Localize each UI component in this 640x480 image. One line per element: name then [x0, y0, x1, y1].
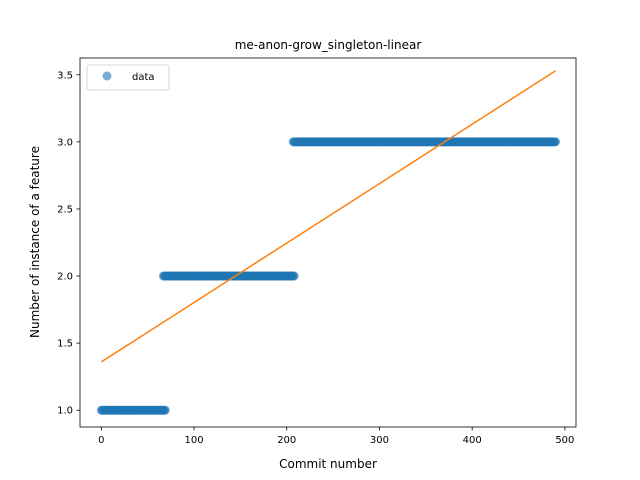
legend-label-data: data — [132, 72, 155, 83]
y-tick-label: 1.0 — [57, 406, 73, 417]
data-point — [160, 405, 170, 415]
legend-box — [86, 64, 170, 91]
legend-marker-data — [102, 71, 112, 81]
legend: data — [86, 64, 170, 91]
x-tick-label: 200 — [277, 435, 296, 446]
axes-frame — [79, 57, 577, 428]
y-tick-label: 3.5 — [57, 70, 73, 81]
y-tick-label: 3.0 — [57, 137, 73, 148]
x-tick-label: 0 — [98, 435, 104, 446]
data-point — [551, 137, 561, 147]
plot-area — [79, 57, 577, 428]
chart-title: me-anon-grow_singleton-linear — [235, 38, 422, 52]
y-tick-label: 2.5 — [57, 204, 73, 215]
y-axis-ticks: 1.0 1.5 2.0 2.5 3.0 3.5 — [57, 70, 80, 417]
y-tick-label: 1.5 — [57, 339, 73, 350]
y-axis-label: Number of instance of a feature — [28, 146, 42, 338]
data-points — [96, 137, 561, 415]
fit-line — [100, 70, 557, 363]
x-axis-label: Commit number — [279, 457, 377, 471]
x-tick-label: 400 — [463, 435, 482, 446]
x-tick-label: 500 — [555, 435, 574, 446]
data-point — [289, 271, 299, 281]
y-tick-label: 2.0 — [57, 272, 73, 283]
x-tick-label: 300 — [370, 435, 389, 446]
fit-line-layer — [100, 70, 557, 363]
x-axis-ticks: 0 100 200 300 400 500 — [98, 427, 574, 446]
x-tick-label: 100 — [184, 435, 203, 446]
